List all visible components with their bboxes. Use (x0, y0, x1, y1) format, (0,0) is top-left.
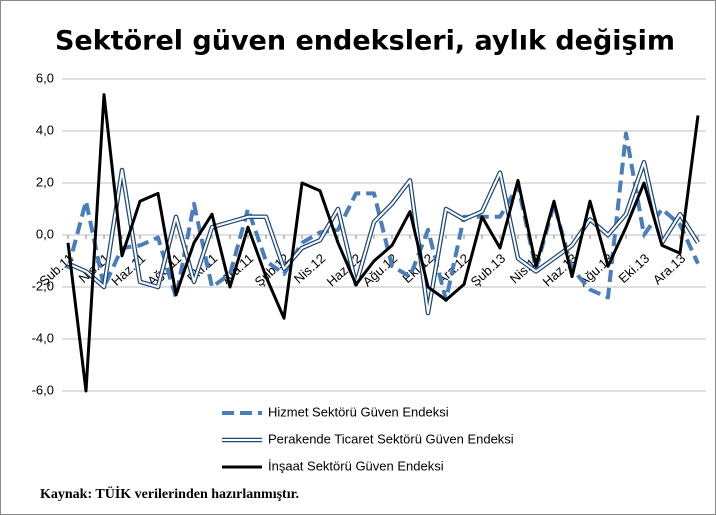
y-tick-label: 6,0 (36, 70, 54, 85)
y-tick-label: 2,0 (36, 174, 54, 189)
chart-title: Sektörel güven endeksleri, aylık değişim (55, 26, 675, 57)
series-line (66, 93, 700, 393)
series-line-inner (67, 161, 699, 314)
y-tick-label: -6,0 (32, 382, 54, 397)
source-note: Kaynak: TÜİK verilerinden hazırlanmıştır… (40, 485, 299, 502)
y-tick-label: -4,0 (32, 330, 54, 345)
series-line (66, 131, 700, 302)
y-tick-label: 0,0 (36, 226, 54, 241)
legend-label: Hizmet Sektörü Güven Endeksi (268, 404, 449, 419)
y-tick-label: -2,0 (32, 278, 54, 293)
legend-label: Perakende Ticaret Sektörü Güven Endeksi (268, 431, 514, 446)
y-tick-label: 4,0 (36, 122, 54, 137)
legend-label: İnşaat Sektörü Güven Endeksi (268, 458, 444, 473)
